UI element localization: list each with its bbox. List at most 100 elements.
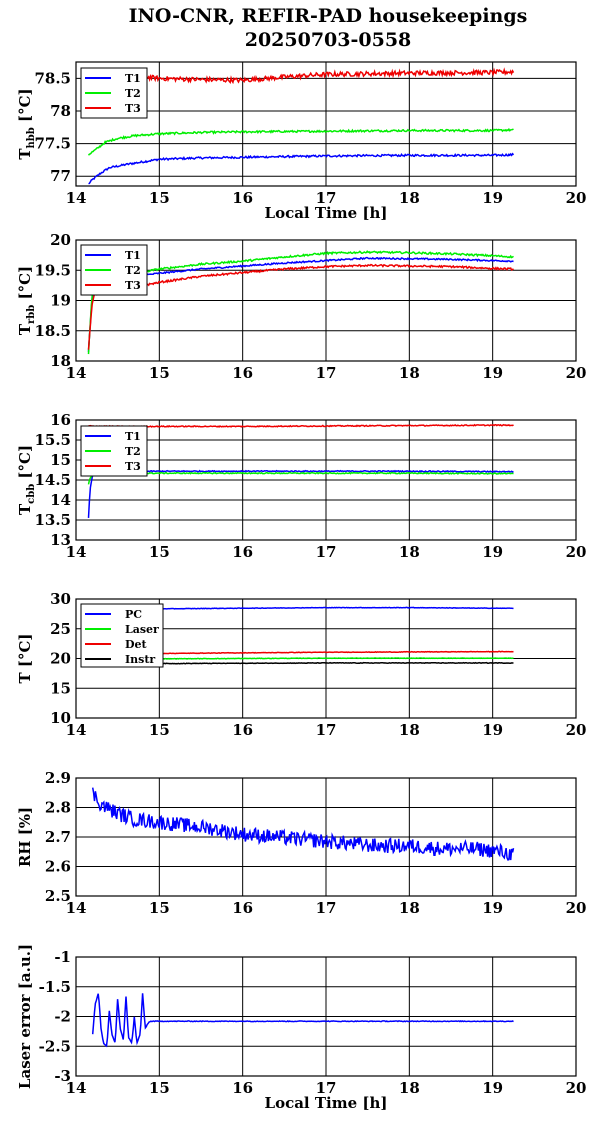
series-line-t3: [87, 263, 514, 350]
series-group: [87, 67, 515, 185]
x-tick-label: 17: [316, 1079, 337, 1097]
plot-frame: [75, 419, 577, 541]
legend-label: Det: [125, 638, 148, 651]
y-tick-label: -1.5: [39, 978, 71, 996]
series-line-t1: [87, 469, 514, 518]
y-tick-label: 13: [50, 531, 71, 549]
y-tick-label: 14: [50, 491, 71, 509]
x-tick-label: 15: [149, 189, 170, 207]
x-tick-label: 16: [232, 189, 253, 207]
y-tick-label: 2.9: [45, 769, 71, 787]
x-tick-label: 19: [482, 189, 503, 207]
y-tick-label: -2: [54, 1008, 71, 1026]
legend-label: T1: [125, 430, 141, 443]
y-tick-label: -2.5: [39, 1037, 71, 1055]
x-tick-label: 19: [482, 721, 503, 739]
y-tick-label: 30: [50, 590, 71, 608]
legend: T1 T2 T3: [80, 67, 148, 119]
series-line-t2: [87, 250, 514, 355]
x-tick-label: 20: [566, 543, 587, 561]
y-tick-label: 2.6: [45, 858, 71, 876]
series-line-t1: [87, 256, 514, 352]
x-tick-label: 16: [232, 543, 253, 561]
x-tick-label: 16: [232, 364, 253, 382]
y-tick-label: 19: [50, 292, 71, 310]
legend-label: T3: [125, 460, 141, 473]
series-line-t3: [137, 67, 515, 85]
legend: T1 T2 T3: [80, 425, 148, 477]
x-tick-label: 14: [66, 364, 87, 382]
x-tick-label: 20: [566, 721, 587, 739]
y-tick-label: 10: [50, 709, 71, 727]
y-tick-label: 16: [50, 411, 71, 429]
y-tick-label: 77: [50, 167, 71, 185]
panel-rh: 14 15 16 17 18 19 20 2.5 2.6 2.7 2.8 2.9 RH [%]: [16, 769, 586, 917]
x-tick-label: 18: [399, 1079, 420, 1097]
y-tick-label: 20: [50, 650, 71, 668]
legend-label: T2: [125, 87, 141, 100]
y-tick-label: 78.5: [34, 69, 71, 87]
plot-frame: [75, 598, 577, 719]
y-tick-label: 77.5: [34, 135, 71, 153]
x-tick-label: 17: [316, 543, 337, 561]
x-tick-label: 15: [149, 364, 170, 382]
series-line-t2: [87, 127, 514, 156]
series-group: [91, 993, 514, 1048]
y-tick-label: 18.5: [34, 322, 71, 340]
panel-temps: 14 15 16 17 18 19 20 10 15 20 25 30 T [°C] PC Laser Det…: [16, 590, 586, 739]
y-tick-label: 78: [50, 102, 71, 120]
series-group: [87, 250, 514, 355]
y-tick-label: 15: [50, 679, 71, 697]
series-line-data: [91, 787, 515, 861]
legend-label: T2: [125, 445, 141, 458]
y-axis-label: Tcbb [°C]: [16, 445, 37, 515]
y-tick-label: -1: [54, 948, 71, 966]
figure-subtitle: 20250703-0558: [245, 29, 412, 51]
x-tick-label: 16: [232, 721, 253, 739]
x-tick-label: 18: [399, 364, 420, 382]
y-tick-label: 2.8: [45, 799, 71, 817]
x-tick-label: 14: [66, 721, 87, 739]
x-tick-label: 20: [566, 189, 587, 207]
x-tick-label: 17: [316, 364, 337, 382]
legend-label: T2: [125, 264, 141, 277]
x-tick-label: 18: [399, 721, 420, 739]
legend-label: T1: [125, 72, 141, 85]
y-axis-label: RH [%]: [16, 807, 34, 867]
x-tick-label: 18: [399, 543, 420, 561]
series-group: [91, 787, 515, 861]
plot-frame: [75, 777, 577, 897]
legend-label: T3: [125, 102, 141, 115]
y-axis-label: T [°C]: [16, 633, 34, 683]
x-tick-label: 20: [566, 364, 587, 382]
x-tick-label: 18: [399, 899, 420, 917]
x-tick-label: 15: [149, 899, 170, 917]
y-tick-label: 18: [50, 352, 71, 370]
series-line-t2: [87, 471, 514, 485]
y-tick-label: 15: [50, 451, 71, 469]
y-tick-label: 14.5: [34, 471, 71, 489]
x-tick-label: 15: [149, 1079, 170, 1097]
x-tick-label: 20: [566, 899, 587, 917]
y-axis-label: Trbb [°C]: [16, 266, 37, 335]
x-tick-label: 16: [232, 899, 253, 917]
y-tick-label: -3: [54, 1067, 71, 1085]
plot-frame: [75, 239, 577, 362]
y-tick-label: 19.5: [34, 261, 71, 279]
series-line-t1: [88, 152, 515, 185]
x-tick-label: 20: [566, 1079, 587, 1097]
y-tick-label: 15.5: [34, 431, 71, 449]
y-tick-label: 2.7: [45, 828, 71, 846]
plot-frame: [75, 61, 577, 187]
series-line-data: [91, 993, 514, 1048]
y-tick-label: 25: [50, 620, 71, 638]
legend-label: PC: [125, 608, 142, 621]
y-axis-label: Laser error [a.u.]: [16, 944, 34, 1089]
legend-label: T3: [125, 279, 141, 292]
legend-label: T1: [125, 249, 141, 262]
y-tick-label: 2.5: [45, 887, 71, 905]
x-tick-label: 14: [66, 1079, 87, 1097]
x-axis-label: Local Time [h]: [265, 204, 388, 222]
